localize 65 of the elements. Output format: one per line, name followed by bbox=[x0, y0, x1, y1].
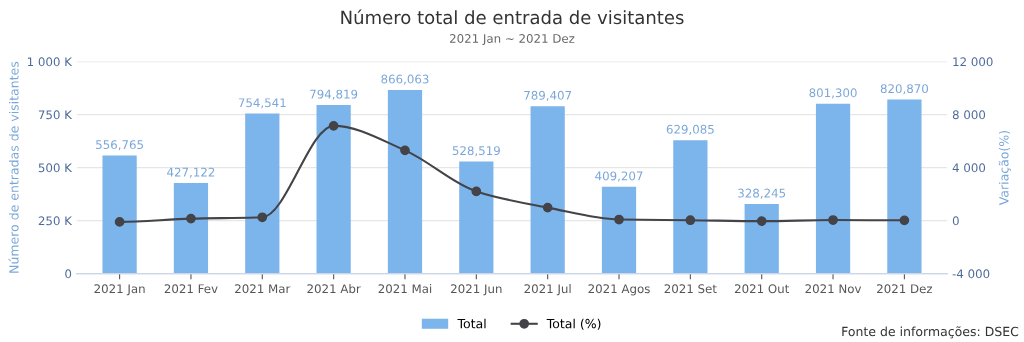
point bbox=[114, 217, 125, 227]
bar bbox=[815, 103, 851, 274]
point bbox=[828, 215, 838, 225]
y2-tick-label: 0 bbox=[952, 216, 959, 226]
data-label: 409,207 bbox=[595, 171, 643, 182]
data-label: 556,765 bbox=[96, 140, 143, 151]
x-tick-label: 2021 Out bbox=[734, 284, 790, 294]
bar bbox=[245, 113, 280, 274]
x-tick-label: 2021 Mar bbox=[235, 284, 291, 294]
bar bbox=[316, 105, 351, 274]
y2-tick-label: -4 000 bbox=[952, 269, 990, 279]
x-tick-label: 2021 Jul bbox=[524, 284, 571, 296]
point bbox=[471, 186, 482, 197]
x-tick-label: 2021 Jan bbox=[94, 284, 145, 296]
bar bbox=[601, 186, 637, 274]
chart-title: Número total de entrada de visitantes bbox=[341, 9, 684, 25]
bar bbox=[102, 155, 137, 274]
bar bbox=[673, 140, 708, 274]
point bbox=[328, 120, 339, 131]
data-label: 789,407 bbox=[524, 90, 572, 101]
bar bbox=[530, 106, 565, 274]
x-tick-label: 2021 Set bbox=[664, 284, 717, 294]
y-tick-label: 0 bbox=[65, 269, 72, 279]
data-label: 328,245 bbox=[738, 188, 786, 199]
source-note: Fonte de informações: DSEC bbox=[842, 326, 1019, 339]
data-label: 801,300 bbox=[809, 88, 857, 99]
point bbox=[186, 213, 196, 224]
point bbox=[257, 212, 268, 223]
bar bbox=[887, 99, 922, 274]
x-tick-label: 2021 Abr bbox=[307, 284, 361, 294]
data-label: 427,122 bbox=[167, 167, 215, 178]
y-tick-label: 250 K bbox=[38, 216, 73, 226]
chart-subtitle: 2021 Jan ~ 2021 Dez bbox=[449, 33, 575, 46]
y-tick-label: 750 K bbox=[38, 110, 73, 120]
data-label: 528,519 bbox=[452, 146, 500, 157]
y2-tick-label: 8 000 bbox=[952, 110, 986, 120]
legend-label: Total bbox=[457, 318, 486, 329]
point bbox=[542, 202, 553, 213]
y2-tick-label: 12 000 bbox=[953, 57, 993, 67]
y-axis-title: Número de entradas de visitantes bbox=[8, 61, 19, 273]
x-tick-label: 2021 Jun bbox=[451, 284, 502, 296]
data-label: 754,541 bbox=[238, 98, 286, 109]
y-tick-label: 1 000 K bbox=[27, 57, 73, 67]
y-tick-label: 500 K bbox=[38, 163, 73, 173]
data-label: 866,063 bbox=[381, 74, 429, 85]
y2-axis-title: Variação(%) bbox=[998, 130, 1011, 206]
x-tick-label: 2021 Agos bbox=[588, 284, 650, 296]
bar bbox=[173, 183, 209, 274]
bar bbox=[744, 204, 779, 274]
point bbox=[400, 145, 410, 156]
point bbox=[614, 214, 624, 225]
data-label: 820,870 bbox=[880, 84, 929, 95]
point bbox=[685, 215, 696, 226]
bar bbox=[387, 89, 423, 274]
x-tick-label: 2021 Mai bbox=[378, 284, 432, 294]
point bbox=[756, 216, 767, 226]
legend-label: Total (%) bbox=[546, 318, 601, 330]
point bbox=[899, 215, 910, 226]
x-tick-label: 2021 Dez bbox=[877, 284, 933, 294]
y2-tick-label: 4 000 bbox=[952, 163, 986, 173]
data-label: 794,819 bbox=[310, 89, 358, 100]
x-tick-label: 2021 Fev bbox=[164, 284, 218, 294]
bar bbox=[459, 161, 494, 274]
data-label: 629,085 bbox=[666, 124, 714, 135]
x-tick-label: 2021 Nov bbox=[805, 284, 862, 294]
